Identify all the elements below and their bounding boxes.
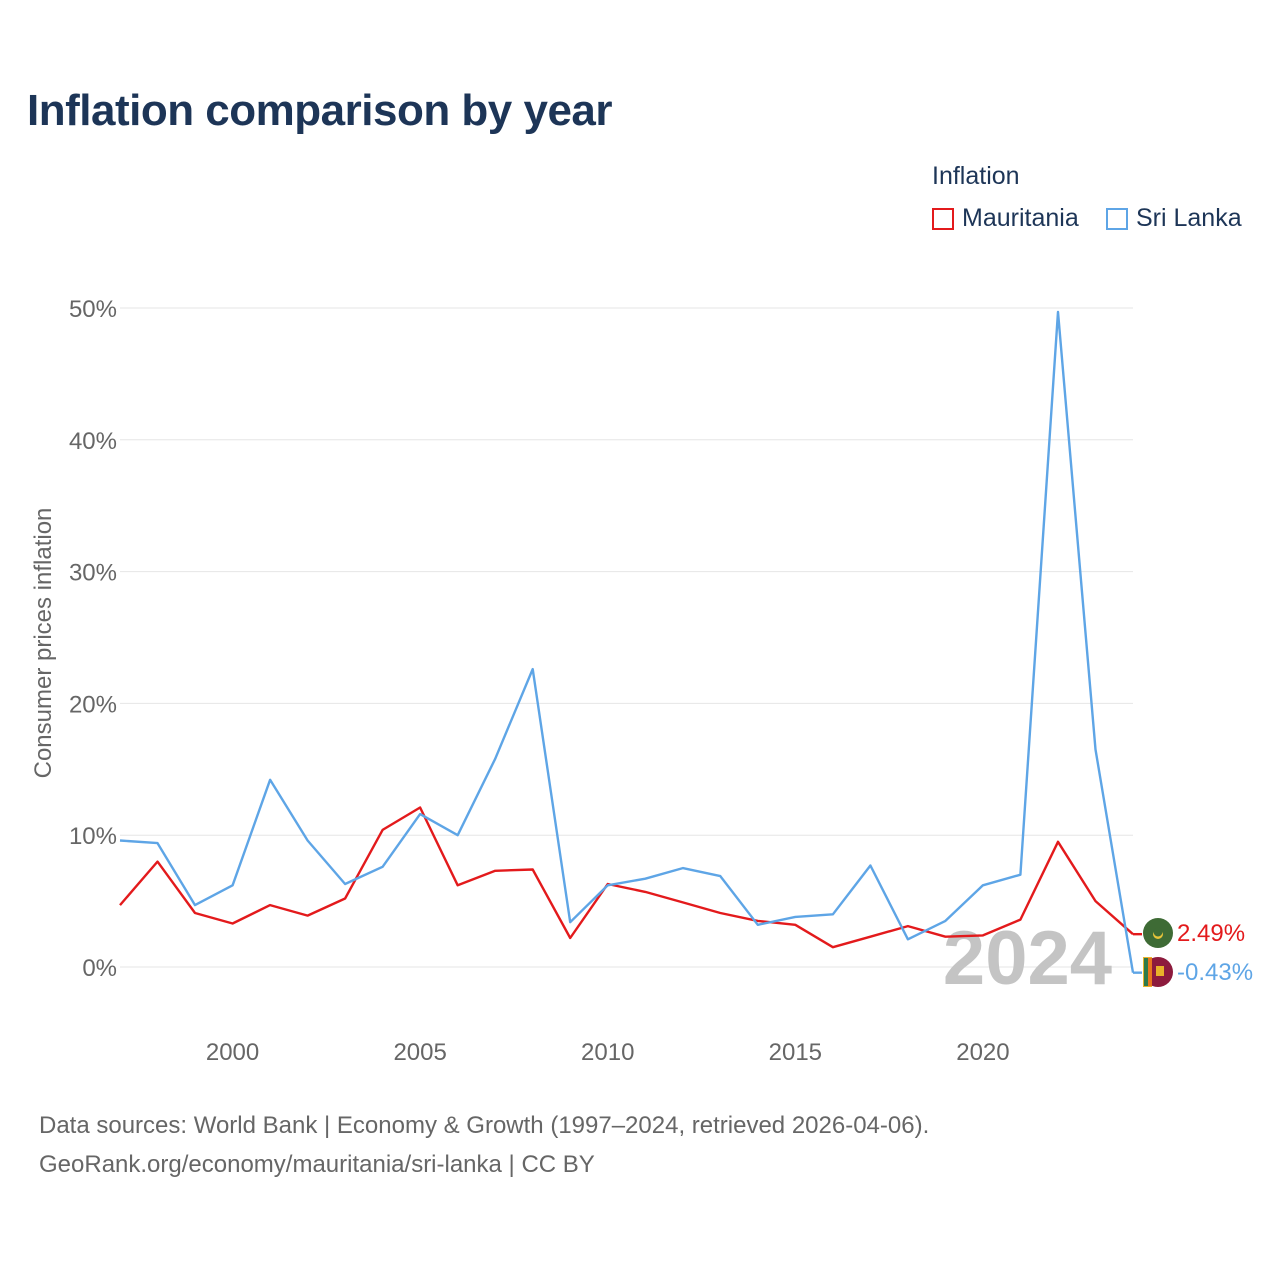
- series-line-sri-lanka[interactable]: [119, 310, 1135, 973]
- sri-lanka-flag-icon: [1143, 957, 1173, 987]
- y-tick-label: 10%: [69, 823, 117, 850]
- legend-title: Inflation: [932, 162, 1020, 190]
- x-axis-ticks: 2000 2005 2010 2015 2020: [206, 1039, 1010, 1066]
- legend-item-mauritania[interactable]: Mauritania: [932, 204, 1079, 233]
- legend-label-mauritania: Mauritania: [962, 204, 1079, 232]
- x-tick-label: 2005: [393, 1039, 446, 1066]
- x-tick-label: 2000: [206, 1039, 259, 1066]
- chart-title: Inflation comparison by year: [27, 86, 613, 135]
- footer-credit[interactable]: GeoRank.org/economy/mauritania/sri-lanka…: [39, 1151, 595, 1178]
- y-axis-ticks: 0% 10% 20% 30% 40% 50%: [69, 296, 117, 982]
- y-tick-label: 50%: [69, 296, 117, 323]
- footer-sources: Data sources: World Bank | Economy & Gro…: [39, 1112, 930, 1139]
- gridlines: [120, 307, 1133, 968]
- y-tick-label: 40%: [69, 428, 117, 455]
- series-lines: [119, 310, 1135, 973]
- end-value-label-mauritania: 2.49%: [1177, 920, 1245, 947]
- legend-swatch-mauritania: [932, 207, 954, 230]
- y-axis-label: Consumer prices inflation: [30, 508, 57, 779]
- end-value-label-sri-lanka: -0.43%: [1177, 959, 1253, 986]
- footer: Data sources: World Bank | Economy & Gro…: [39, 1106, 929, 1184]
- series-end-markers: 2.49% -0.43%: [1133, 918, 1253, 987]
- mauritania-flag-icon: [1143, 918, 1173, 948]
- y-tick-label: 20%: [69, 691, 117, 718]
- y-tick-label: 0%: [82, 955, 117, 982]
- legend-item-sri-lanka[interactable]: Sri Lanka: [1106, 204, 1242, 233]
- legend-label-sri-lanka: Sri Lanka: [1136, 204, 1242, 232]
- series-line-mauritania[interactable]: [119, 806, 1134, 949]
- x-tick-label: 2020: [956, 1039, 1009, 1066]
- year-watermark: 2024: [943, 916, 1112, 1001]
- x-tick-label: 2010: [581, 1039, 634, 1066]
- legend-swatch-sri-lanka: [1106, 207, 1128, 230]
- y-tick-label: 30%: [69, 560, 117, 587]
- x-tick-label: 2015: [769, 1039, 822, 1066]
